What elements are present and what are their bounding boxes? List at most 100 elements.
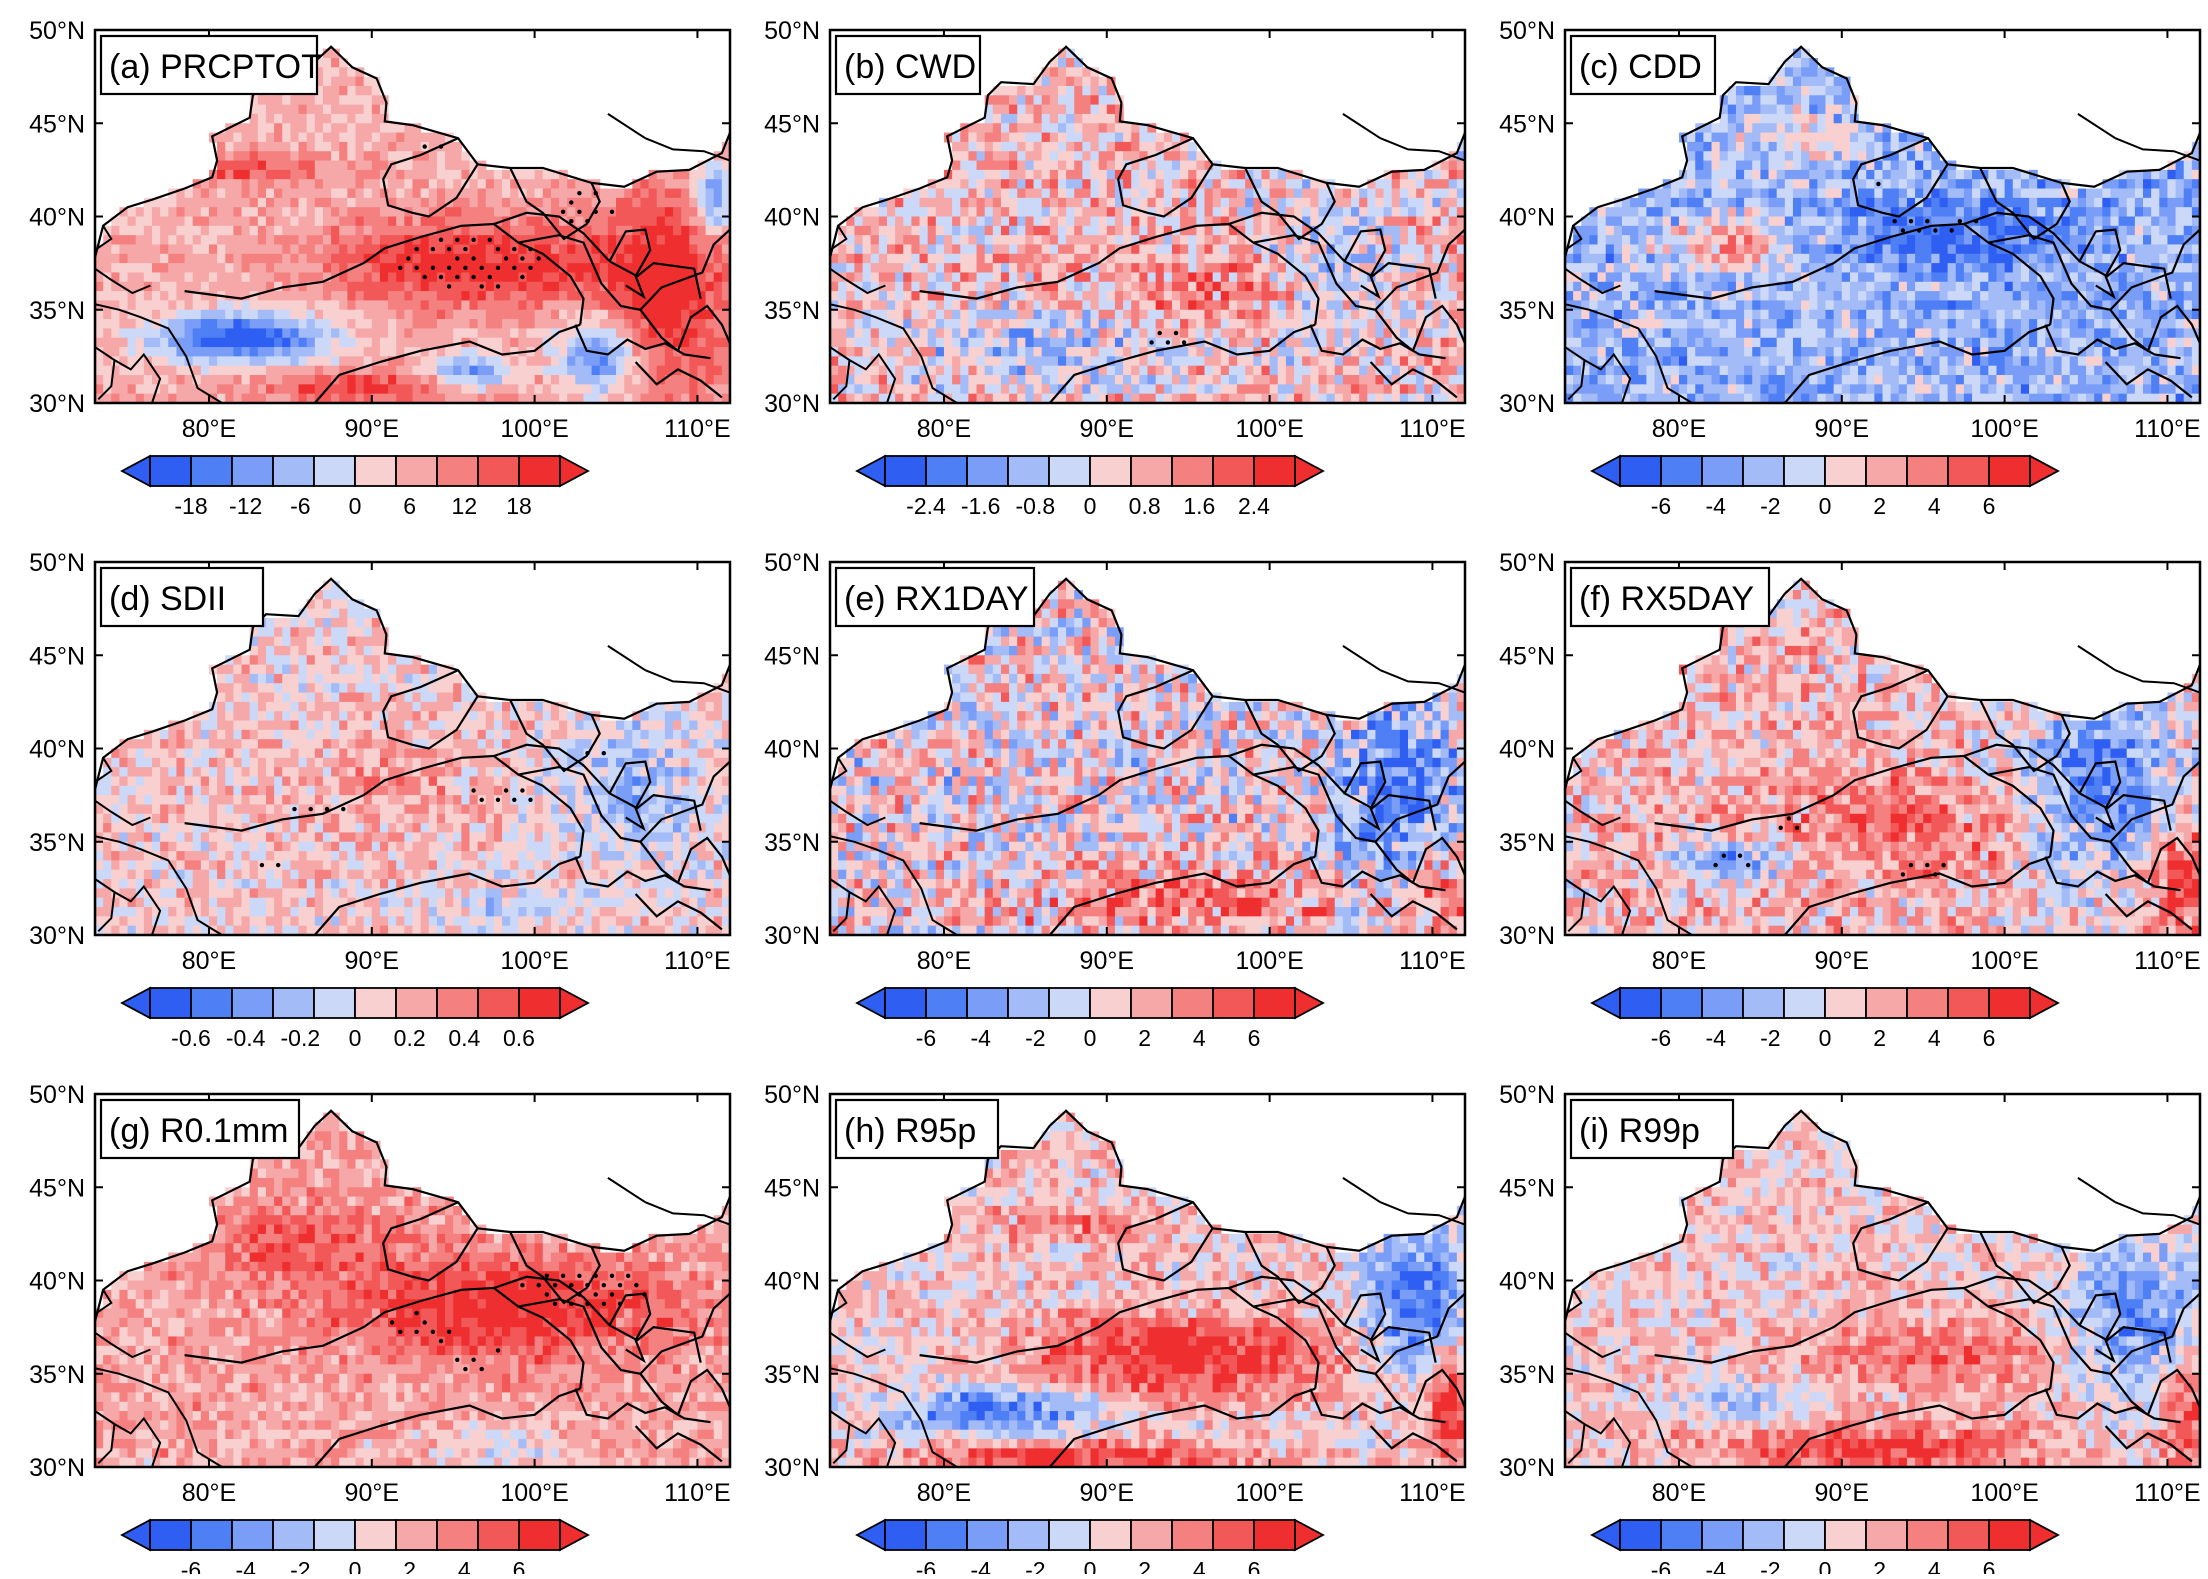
panel-h-colorbar-tick: 0 bbox=[1084, 1557, 1097, 1574]
panel-d-lon-label: 100°E bbox=[500, 947, 568, 975]
panel-e-lat-label: 40°N bbox=[764, 736, 820, 764]
panel-c-lat-label: 50°N bbox=[1499, 17, 1555, 45]
panel-g-lon-label: 110°E bbox=[664, 1479, 731, 1507]
panel-c-colorbar-tick: 2 bbox=[1873, 493, 1886, 519]
panel-f-lat-label: 30°N bbox=[1499, 922, 1555, 950]
panel-i-colorbar-bin bbox=[1866, 1520, 1907, 1550]
panel-f-lon-label: 90°E bbox=[1815, 947, 1869, 975]
panel-c-lat-label: 35°N bbox=[1499, 297, 1555, 325]
panel-b-colorbar-tick: 0 bbox=[1084, 493, 1097, 519]
panel-d-lon-label: 90°E bbox=[345, 947, 399, 975]
panel-d-colorbar-bin bbox=[273, 988, 314, 1018]
panel-i-colorbar-bin bbox=[1989, 1520, 2030, 1550]
panel-a-lon-label: 90°E bbox=[345, 415, 399, 443]
panel-g-lat-label: 30°N bbox=[29, 1454, 85, 1482]
panel-i-colorbar-tick: 6 bbox=[1983, 1557, 1996, 1574]
panel-i-colorbar-tick: -4 bbox=[1705, 1557, 1726, 1574]
panel-h-lat-label: 50°N bbox=[764, 1081, 820, 1109]
panel-h-colorbar-bin bbox=[1131, 1520, 1172, 1550]
panel-d-colorbar-bin bbox=[437, 988, 478, 1018]
panel-c-colorbar-bin bbox=[1989, 456, 2030, 486]
panel-f-colorbar-tick: -4 bbox=[1705, 1025, 1726, 1051]
panel-f-colorbar-bin bbox=[1989, 988, 2030, 1018]
panel-f-lon-label: 80°E bbox=[1652, 947, 1706, 975]
panel-c-lat-label: 30°N bbox=[1499, 390, 1555, 418]
panel-h-colorbar-bin bbox=[1172, 1520, 1213, 1550]
panel-h-colorbar-tick: 2 bbox=[1138, 1557, 1151, 1574]
panel-h-colorbar-tick: -2 bbox=[1025, 1557, 1045, 1574]
panel-a-lat-label: 30°N bbox=[29, 390, 85, 418]
panel-d-lat-label: 40°N bbox=[29, 736, 85, 764]
panel-a-colorbar-bin bbox=[519, 456, 560, 486]
panel-c-colorbar-bin bbox=[1702, 456, 1743, 486]
panel-h-colorbar-bin bbox=[1213, 1520, 1254, 1550]
panel-b-colorbar-tick: -1.6 bbox=[961, 493, 1001, 519]
panel-g-colorbar-bin bbox=[355, 1520, 396, 1550]
panel-e-colorbar-tick: -2 bbox=[1025, 1025, 1045, 1051]
panel-b-lat-label: 40°N bbox=[764, 204, 820, 232]
panel-h-lat-label: 35°N bbox=[764, 1361, 820, 1389]
panel-b-colorbar-bin bbox=[1008, 456, 1049, 486]
panel-i-title: (i) R99p bbox=[1579, 1112, 1700, 1150]
panel-g-colorbar-bin bbox=[232, 1520, 273, 1550]
panel-b-colorbar-tick: 1.6 bbox=[1183, 493, 1215, 519]
panel-h-colorbar-bin bbox=[967, 1520, 1008, 1550]
panel-e-lon-label: 80°E bbox=[917, 947, 971, 975]
panel-i-colorbar-bin bbox=[1825, 1520, 1866, 1550]
panel-i-colorbar-bin bbox=[1948, 1520, 1989, 1550]
panel-g-colorbar-tick: 2 bbox=[403, 1557, 416, 1574]
panel-d-colorbar-tick: -0.4 bbox=[226, 1025, 266, 1051]
panel-b-colorbar-bin bbox=[1172, 456, 1213, 486]
panel-a-colorbar-bin bbox=[273, 456, 314, 486]
panel-h-colorbar-tick: -4 bbox=[970, 1557, 991, 1574]
panel-h-lon-label: 100°E bbox=[1235, 1479, 1303, 1507]
panel-a-lat-label: 40°N bbox=[29, 204, 85, 232]
panel-h-title: (h) R95p bbox=[844, 1112, 976, 1150]
panel-c-colorbar-bin bbox=[1907, 456, 1948, 486]
panel-e-lon-label: 110°E bbox=[1399, 947, 1466, 975]
panel-c-lon-label: 110°E bbox=[2134, 415, 2201, 443]
panel-g-lat-label: 45°N bbox=[29, 1174, 85, 1202]
panel-a-colorbar-bin bbox=[150, 456, 191, 486]
panel-h-lat-label: 45°N bbox=[764, 1174, 820, 1202]
panel-a-lat-label: 45°N bbox=[29, 110, 85, 138]
panel-c-title: (c) CDD bbox=[1579, 48, 1702, 86]
panel-f-colorbar-tick: -2 bbox=[1760, 1025, 1780, 1051]
panel-c-colorbar-bin bbox=[1743, 456, 1784, 486]
panel-h-colorbar-bin bbox=[926, 1520, 967, 1550]
panel-f-colorbar-tick: 6 bbox=[1983, 1025, 1996, 1051]
panel-f-colorbar-bin bbox=[1702, 988, 1743, 1018]
panel-a-colorbar-bin bbox=[355, 456, 396, 486]
panel-g-lon-label: 100°E bbox=[500, 1479, 568, 1507]
panel-i-colorbar-tick: 4 bbox=[1928, 1557, 1941, 1574]
panel-a-colorbar-tick: 0 bbox=[349, 493, 362, 519]
panel-g-colorbar-tick: 0 bbox=[349, 1557, 362, 1574]
panel-b-colorbar-bin bbox=[967, 456, 1008, 486]
panel-f-lat-label: 50°N bbox=[1499, 549, 1555, 577]
panel-b-colorbar-tick: -2.4 bbox=[906, 493, 946, 519]
panel-e-title: (e) RX1DAY bbox=[844, 580, 1029, 618]
panel-d-colorbar-tick: 0 bbox=[349, 1025, 362, 1051]
panel-e-colorbar-bin bbox=[1172, 988, 1213, 1018]
panel-e-lat-label: 45°N bbox=[764, 642, 820, 670]
panel-a-lat-label: 50°N bbox=[29, 17, 85, 45]
panel-a-lon-label: 80°E bbox=[182, 415, 236, 443]
panel-b-title: (b) CWD bbox=[844, 48, 976, 86]
panel-e-colorbar-tick: 0 bbox=[1084, 1025, 1097, 1051]
panel-i-colorbar-bin bbox=[1784, 1520, 1825, 1550]
panel-a-colorbar-tick: 12 bbox=[452, 493, 478, 519]
panel-a-colorbar-bin bbox=[191, 456, 232, 486]
panel-a-colorbar-bin bbox=[437, 456, 478, 486]
panel-d-colorbar-bin bbox=[519, 988, 560, 1018]
panel-c-colorbar-bin bbox=[1620, 456, 1661, 486]
panel-e-colorbar-bin bbox=[1213, 988, 1254, 1018]
